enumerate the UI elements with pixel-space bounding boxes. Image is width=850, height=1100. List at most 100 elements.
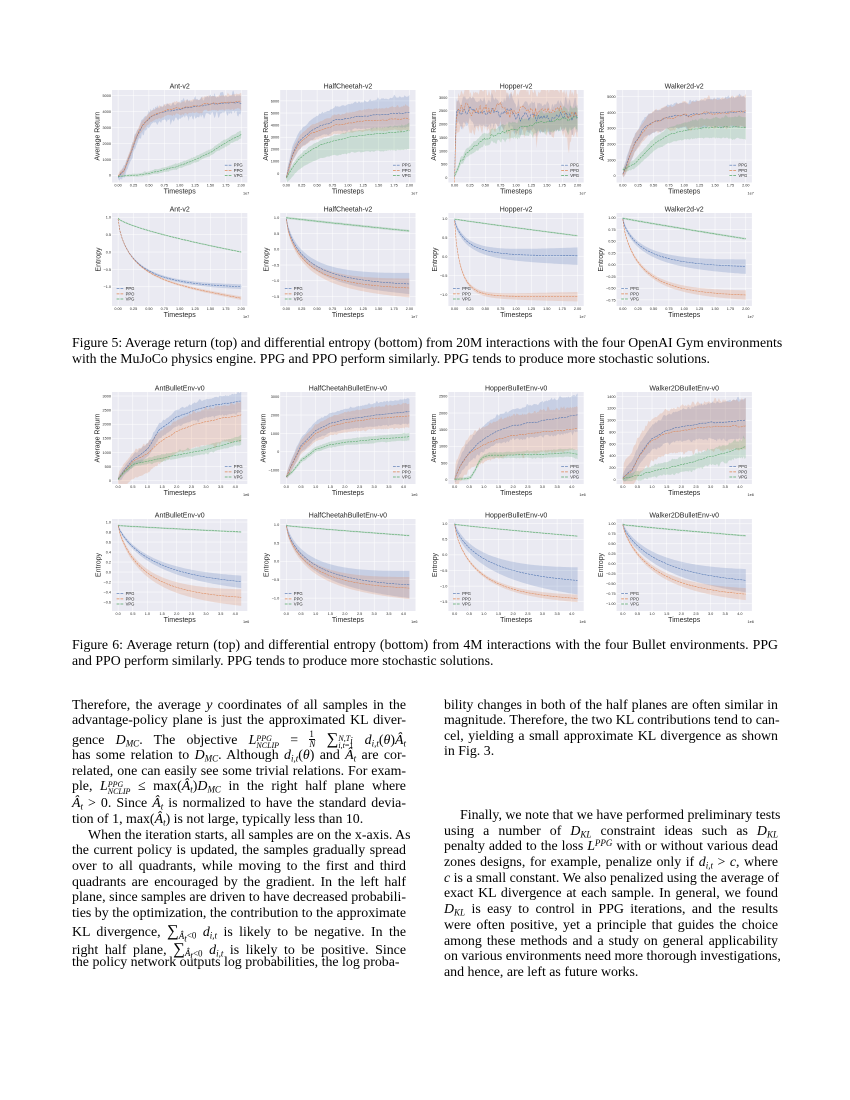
svg-text:0.8: 0.8 (106, 530, 111, 534)
svg-text:1e7: 1e7 (748, 192, 754, 196)
svg-text:Average Return: Average Return (431, 112, 438, 161)
svg-text:PPO: PPO (126, 291, 136, 296)
svg-text:1.0: 1.0 (313, 485, 318, 489)
svg-text:PPO: PPO (738, 469, 748, 474)
svg-text:1.75: 1.75 (727, 307, 734, 311)
svg-text:−0.5: −0.5 (440, 274, 448, 278)
svg-text:PPG: PPG (570, 464, 579, 469)
svg-text:4000: 4000 (607, 111, 615, 115)
svg-text:3000: 3000 (103, 394, 111, 398)
svg-text:1.0: 1.0 (481, 485, 486, 489)
svg-text:PPO: PPO (234, 168, 244, 173)
svg-text:1.75: 1.75 (222, 307, 229, 311)
svg-text:0.5: 0.5 (442, 236, 447, 240)
svg-text:Timesteps: Timesteps (500, 617, 533, 624)
svg-text:2.00: 2.00 (238, 183, 245, 187)
svg-text:PPO: PPO (294, 291, 304, 296)
svg-text:Average Return: Average Return (263, 112, 270, 161)
svg-text:−0.5: −0.5 (272, 263, 280, 267)
svg-text:−0.5: −0.5 (104, 268, 112, 272)
svg-text:VPG: VPG (294, 297, 303, 302)
svg-text:0.4: 0.4 (106, 550, 111, 554)
svg-text:1e6: 1e6 (243, 493, 249, 497)
svg-text:0.5: 0.5 (274, 232, 279, 236)
svg-text:0.5: 0.5 (106, 233, 111, 237)
svg-text:1.50: 1.50 (375, 183, 382, 187)
svg-text:2.5: 2.5 (357, 612, 362, 616)
svg-text:0.75: 0.75 (608, 532, 615, 536)
svg-text:PPO: PPO (234, 469, 244, 474)
svg-text:Walker2d-v2: Walker2d-v2 (665, 84, 704, 91)
svg-text:0.5: 0.5 (635, 485, 640, 489)
svg-text:1000: 1000 (439, 445, 447, 449)
svg-text:4.0: 4.0 (737, 485, 742, 489)
svg-text:0.25: 0.25 (298, 307, 305, 311)
svg-text:0.50: 0.50 (145, 183, 152, 187)
svg-text:PPO: PPO (570, 469, 580, 474)
svg-text:0.5: 0.5 (130, 612, 135, 616)
svg-text:1.0: 1.0 (442, 522, 447, 526)
svg-text:1.25: 1.25 (360, 183, 367, 187)
svg-text:1.25: 1.25 (696, 183, 703, 187)
svg-text:0.00: 0.00 (283, 307, 290, 311)
svg-text:HalfCheetahBulletEnv-v0: HalfCheetahBulletEnv-v0 (309, 513, 387, 520)
svg-text:PPG: PPG (630, 286, 639, 291)
svg-text:2500: 2500 (103, 408, 111, 412)
svg-text:1.50: 1.50 (711, 307, 718, 311)
svg-text:0.50: 0.50 (650, 183, 657, 187)
svg-text:0.75: 0.75 (161, 307, 168, 311)
svg-text:1.5: 1.5 (496, 485, 501, 489)
svg-text:1.75: 1.75 (559, 307, 566, 311)
svg-text:600: 600 (609, 442, 615, 446)
svg-text:0.0: 0.0 (620, 485, 625, 489)
svg-text:VPG: VPG (462, 297, 471, 302)
svg-text:Timesteps: Timesteps (668, 490, 701, 497)
svg-text:200: 200 (609, 466, 615, 470)
svg-text:Walker2d-v2: Walker2d-v2 (665, 207, 704, 214)
svg-text:VPG: VPG (402, 173, 411, 178)
svg-text:0.5: 0.5 (298, 485, 303, 489)
svg-text:1.00: 1.00 (608, 522, 615, 526)
svg-text:1e6: 1e6 (748, 620, 754, 624)
svg-text:3.5: 3.5 (218, 612, 223, 616)
svg-text:−1.0: −1.0 (272, 279, 280, 283)
svg-text:1.75: 1.75 (390, 183, 397, 187)
svg-text:1400: 1400 (607, 395, 615, 399)
svg-text:0.0: 0.0 (284, 612, 289, 616)
svg-text:0.50: 0.50 (313, 183, 320, 187)
svg-text:1000: 1000 (607, 419, 615, 423)
svg-text:3.0: 3.0 (372, 485, 377, 489)
svg-text:0.75: 0.75 (497, 183, 504, 187)
svg-text:PPG: PPG (126, 591, 135, 596)
svg-text:0.25: 0.25 (608, 552, 615, 556)
svg-text:Timesteps: Timesteps (500, 490, 533, 497)
svg-text:2000: 2000 (103, 142, 111, 146)
svg-text:PPG: PPG (294, 591, 303, 596)
svg-text:2500: 2500 (439, 395, 447, 399)
svg-text:AntBulletEnv-v0: AntBulletEnv-v0 (155, 386, 205, 393)
svg-text:1000: 1000 (271, 160, 279, 164)
svg-text:2.0: 2.0 (342, 485, 347, 489)
svg-text:0.50: 0.50 (482, 307, 489, 311)
svg-text:−0.75: −0.75 (606, 298, 616, 302)
svg-text:−0.4: −0.4 (104, 590, 112, 594)
svg-text:0.25: 0.25 (466, 183, 473, 187)
svg-text:PPG: PPG (402, 163, 411, 168)
svg-text:0.00: 0.00 (619, 183, 626, 187)
svg-text:2.0: 2.0 (174, 612, 179, 616)
svg-text:0.75: 0.75 (329, 307, 336, 311)
svg-text:1200: 1200 (607, 407, 615, 411)
svg-text:2.0: 2.0 (174, 485, 179, 489)
svg-text:1.0: 1.0 (106, 216, 111, 220)
svg-text:VPG: VPG (630, 602, 639, 607)
svg-text:1.0: 1.0 (649, 612, 654, 616)
svg-text:PPO: PPO (126, 596, 136, 601)
svg-text:2.5: 2.5 (189, 612, 194, 616)
svg-text:PPO: PPO (570, 168, 580, 173)
svg-text:HalfCheetah-v2: HalfCheetah-v2 (324, 207, 373, 214)
svg-text:Entropy: Entropy (598, 552, 605, 577)
svg-text:Timesteps: Timesteps (500, 189, 533, 196)
svg-text:1.5: 1.5 (664, 612, 669, 616)
svg-text:0.00: 0.00 (283, 183, 290, 187)
svg-text:0: 0 (445, 176, 447, 180)
